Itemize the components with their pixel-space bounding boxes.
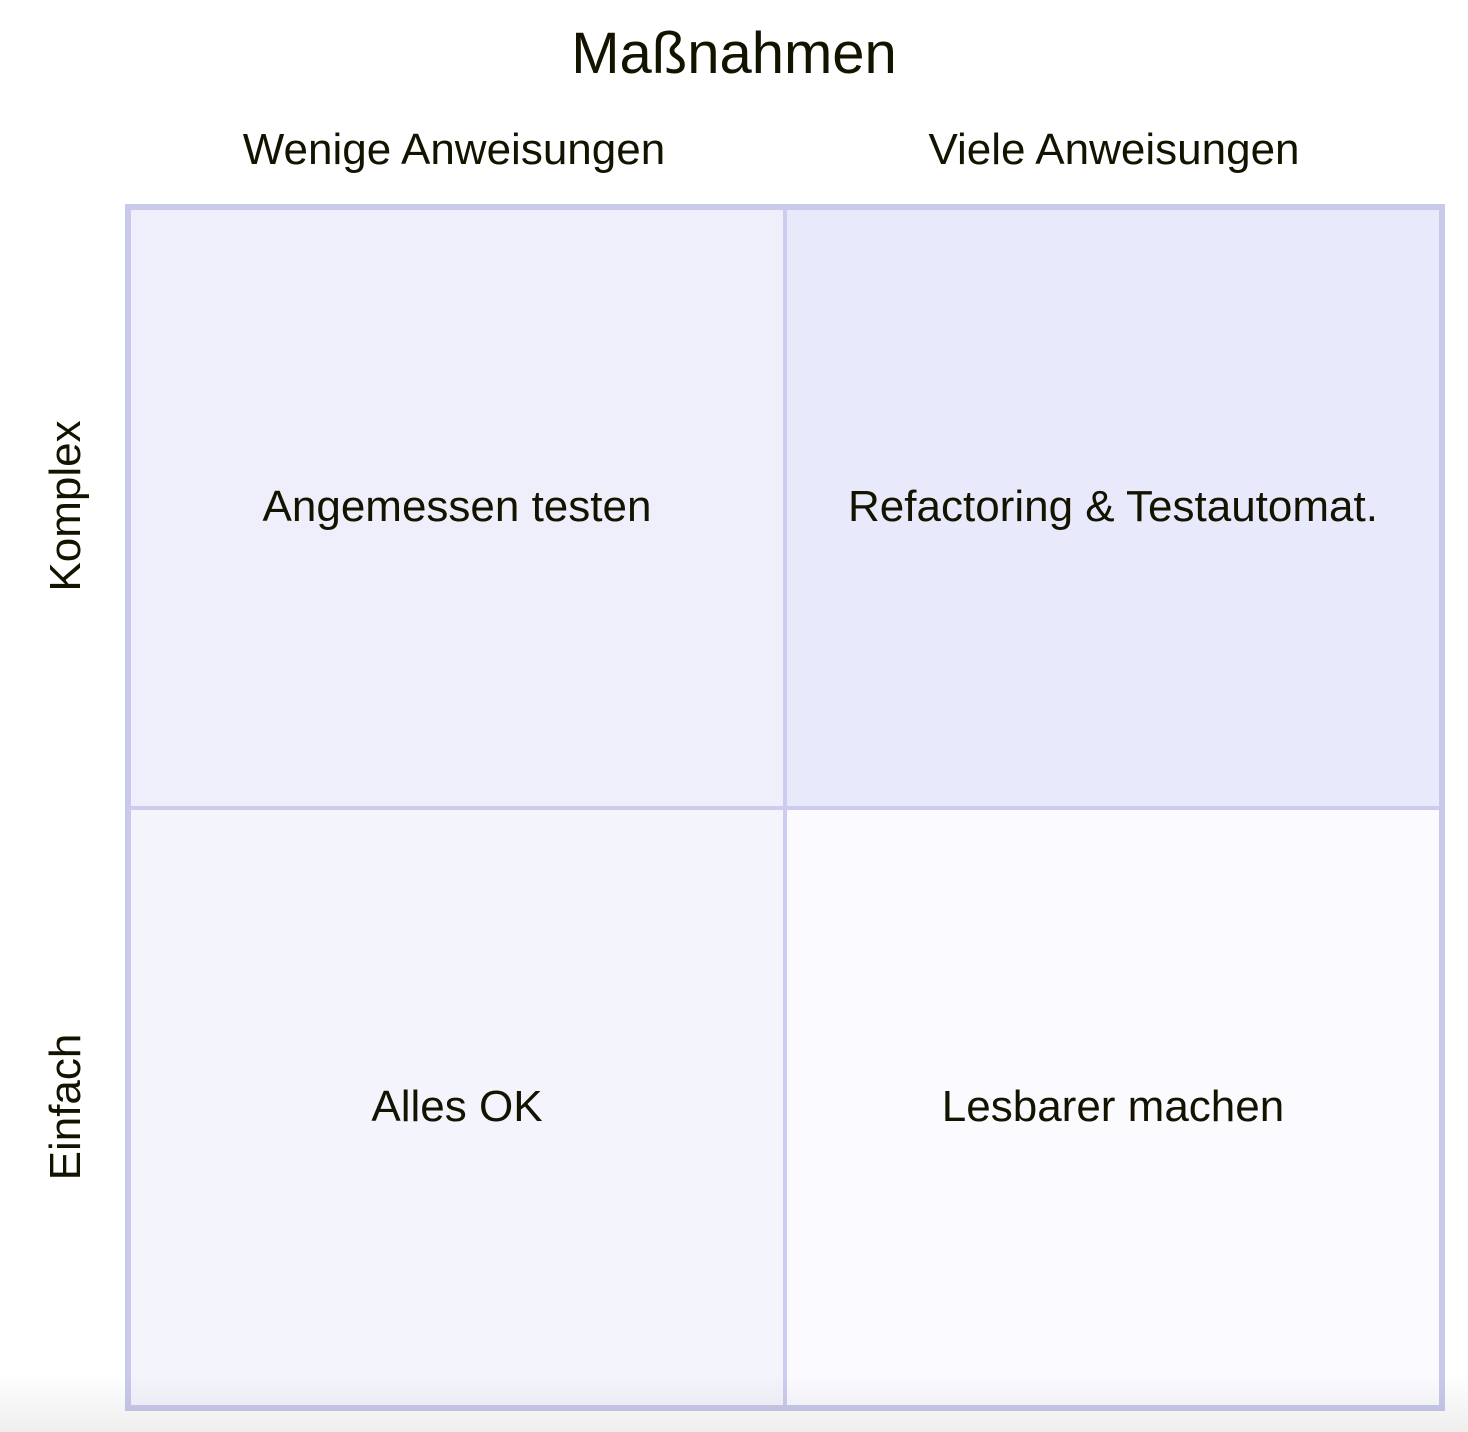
quadrant-top-right: Refactoring & Testautomat.	[785, 210, 1439, 808]
quadrant-bottom-left-label: Alles OK	[371, 1081, 543, 1131]
x-axis-label-left: Wenige Anweisungen	[242, 125, 666, 174]
y-axis-label-bottom: Einfach	[41, 1033, 90, 1181]
quadrant-bottom-left: Alles OK	[131, 807, 785, 1405]
quadrant-top-left: Angemessen testen	[131, 210, 785, 808]
quadrant-bottom-right-label: Lesbarer machen	[941, 1081, 1285, 1131]
quadrant-grid: Angemessen testen Refactoring & Testauto…	[125, 204, 1445, 1411]
y-axis-label-top: Komplex	[41, 420, 90, 592]
quadrant-top-right-label: Refactoring & Testautomat.	[848, 482, 1378, 532]
x-axis-label-right: Viele Anweisungen	[928, 125, 1300, 174]
quadrant-top-left-label: Angemessen testen	[262, 482, 652, 532]
chart-title: Maßnahmen	[571, 21, 897, 86]
quadrant-bottom-right: Lesbarer machen	[785, 807, 1439, 1405]
